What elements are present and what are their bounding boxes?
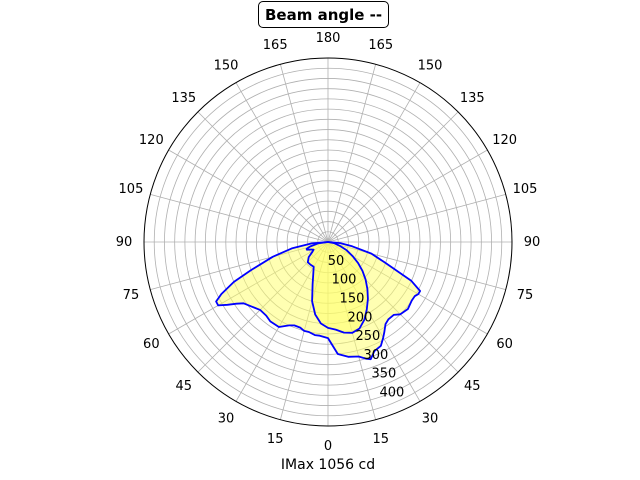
series-line-2 xyxy=(305,241,369,334)
tick-labels: 180 1651651501501351351201201051059090757… xyxy=(116,31,541,454)
polar-frame xyxy=(143,57,513,427)
angle-tick-label: 0 xyxy=(324,439,332,454)
grid-spoke xyxy=(150,193,329,243)
radial-tick-label: 250 xyxy=(356,329,381,344)
radial-tick-label: 50 xyxy=(328,254,345,269)
intensity-curves xyxy=(215,241,421,361)
series-line-1 xyxy=(215,241,421,361)
angle-tick-label: 105 xyxy=(513,182,538,197)
angle-tick-label: 15 xyxy=(267,432,284,447)
angle-tick-label: 75 xyxy=(123,288,140,303)
grid-spoke xyxy=(235,82,329,243)
angle-tick-label: 90 xyxy=(116,235,133,250)
angle-tick-label: 150 xyxy=(418,58,443,73)
angle-tick-label: 135 xyxy=(171,91,196,106)
angle-tick-label: 165 xyxy=(263,38,288,53)
radial-tick-label: 350 xyxy=(372,367,397,382)
angle-tick-label: 15 xyxy=(373,432,390,447)
series-fill-2 xyxy=(306,242,368,333)
radial-tick-label: 300 xyxy=(364,348,389,363)
radial-tick-label: 150 xyxy=(340,291,365,306)
angle-tick-label: 30 xyxy=(218,412,235,427)
grid-spoke xyxy=(279,64,329,243)
radial-tick-label: 100 xyxy=(332,273,357,288)
angle-tick-label: 90 xyxy=(524,235,541,250)
angle-tick-label: 180 xyxy=(316,31,341,46)
grid-spoke xyxy=(168,149,329,243)
angle-tick-label: 150 xyxy=(214,58,239,73)
grid-spoke xyxy=(327,64,377,243)
angle-tick-label: 120 xyxy=(139,133,164,148)
intensity-fill xyxy=(216,242,421,360)
angle-tick-label: 60 xyxy=(496,337,513,352)
grid-spoke xyxy=(197,111,329,243)
grid-spoke xyxy=(327,111,459,243)
grid-spoke xyxy=(327,149,488,243)
grid-spoke xyxy=(327,193,506,243)
angle-tick-label: 45 xyxy=(175,379,192,394)
angle-tick-label: 45 xyxy=(464,379,481,394)
angle-tick-label: 30 xyxy=(422,412,439,427)
angle-tick-label: 75 xyxy=(517,288,534,303)
angle-tick-label: 60 xyxy=(143,337,160,352)
angle-tick-label: 135 xyxy=(460,91,485,106)
grid-spoke xyxy=(327,82,421,243)
chart-title: Beam angle -- xyxy=(258,1,390,28)
angle-tick-label: 105 xyxy=(119,182,144,197)
radial-tick-label: 400 xyxy=(379,386,404,401)
angle-tick-label: 120 xyxy=(492,133,517,148)
x-axis-label: IMax 1056 cd xyxy=(280,457,376,473)
angle-tick-label: 165 xyxy=(368,38,393,53)
radial-tick-label: 200 xyxy=(348,310,373,325)
